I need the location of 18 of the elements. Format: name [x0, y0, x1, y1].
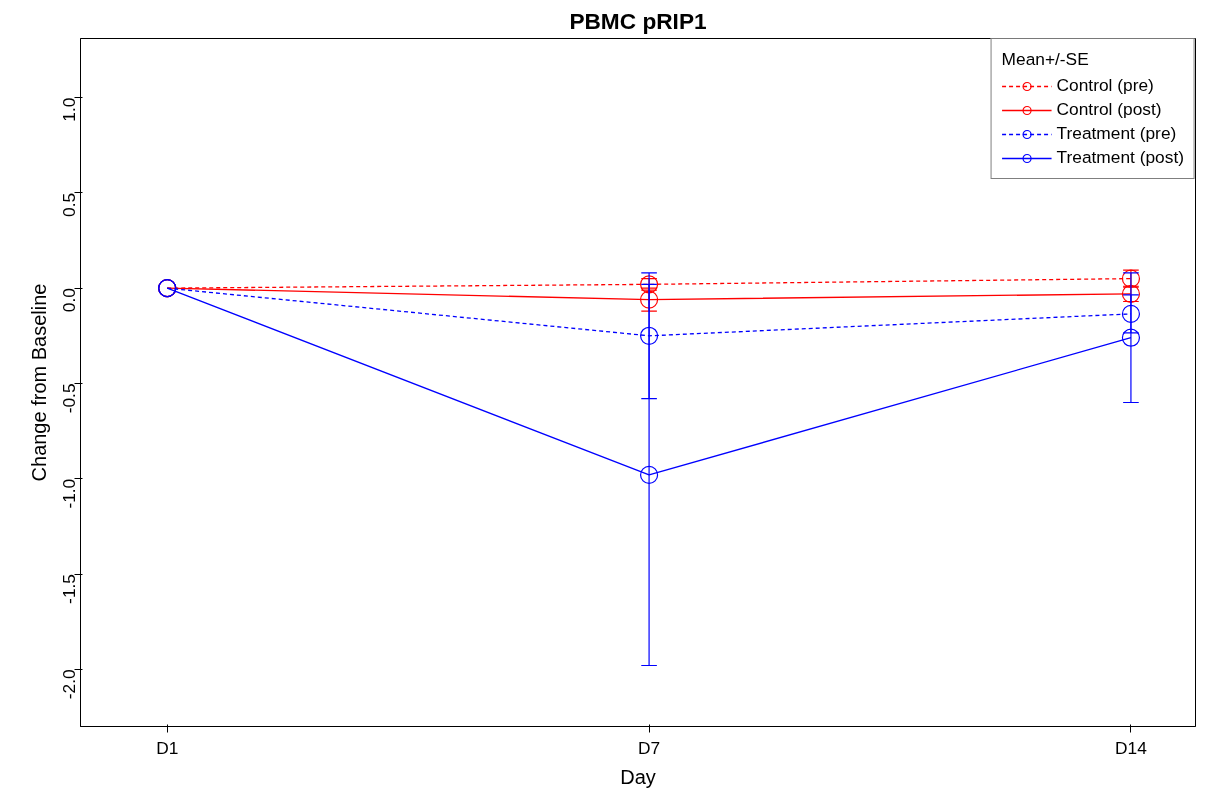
y-tick-label: 0.5 [59, 192, 80, 217]
legend-label: Treatment (pre) [1056, 123, 1177, 144]
y-tick-label: 1.0 [59, 97, 80, 122]
y-tick-label: -2.0 [59, 669, 80, 700]
x-tick-label: D14 [1115, 737, 1148, 758]
x-tick-label: D7 [638, 737, 661, 758]
x-tick-label: D1 [156, 737, 179, 758]
y-tick-label: -1.5 [59, 574, 80, 604]
legend-label: Treatment (post) [1056, 147, 1184, 168]
legend-label: Control (post) [1056, 99, 1162, 120]
y-tick-label: 0.0 [59, 288, 80, 313]
chart-title: PBMC pRIP1 [569, 7, 707, 34]
y-axis-title: Change from Baseline [27, 283, 50, 482]
legend-title: Mean+/-SE [1001, 49, 1090, 70]
legend-label: Control (pre) [1056, 75, 1154, 96]
y-tick-label: -0.5 [59, 383, 80, 414]
y-tick-label: -1.0 [59, 478, 80, 509]
x-axis-title: Day [620, 765, 656, 788]
